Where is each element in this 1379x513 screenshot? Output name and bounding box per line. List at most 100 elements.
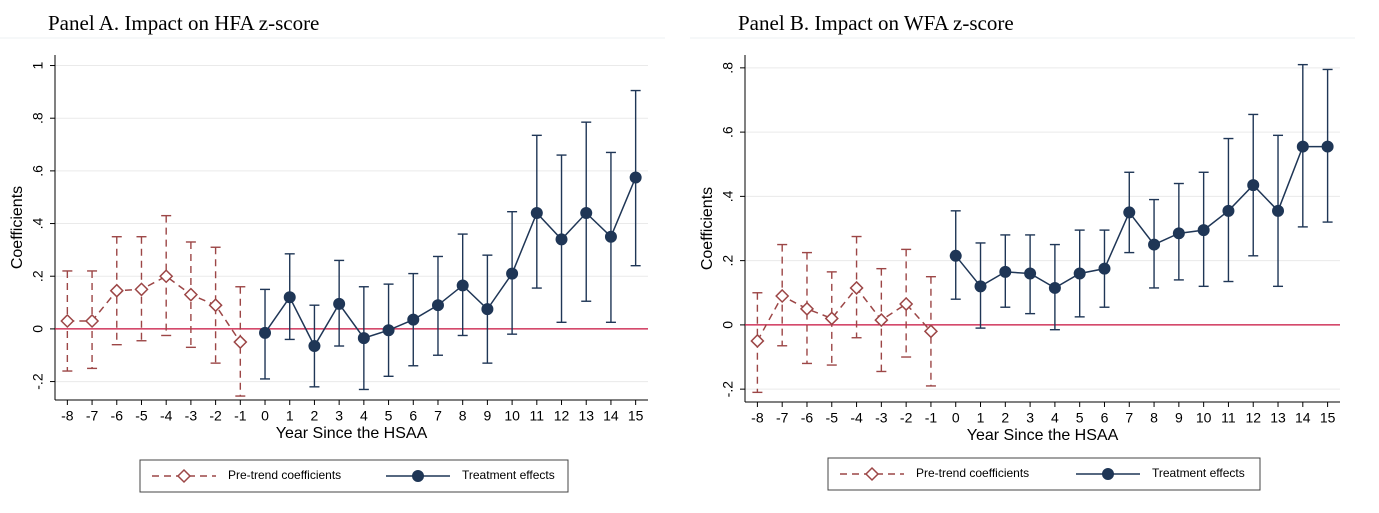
x-tick-label: 4 — [1051, 410, 1059, 426]
x-axis-label: Year Since the HSAA — [276, 425, 428, 442]
legend-label: Pre-trend coefficients — [228, 468, 341, 482]
x-tick-label: 14 — [1295, 410, 1311, 426]
x-tick-label: -3 — [185, 408, 198, 424]
point — [923, 324, 938, 339]
point — [1048, 281, 1061, 294]
y-tick-label: .4 — [30, 218, 46, 230]
x-tick-label: -1 — [234, 408, 247, 424]
point — [407, 313, 420, 326]
point — [629, 171, 642, 184]
point — [159, 269, 174, 284]
point — [1197, 224, 1210, 237]
legend-label: Treatment effects — [462, 468, 555, 482]
chart-title: Panel B. Impact on WFA z-score — [738, 11, 1014, 35]
point — [849, 280, 864, 296]
point — [580, 207, 593, 220]
legend-marker — [864, 466, 880, 482]
point — [1073, 267, 1086, 280]
point — [208, 298, 223, 313]
x-axis-label: Year Since the HSAA — [967, 427, 1119, 444]
legend-marker — [1102, 468, 1114, 480]
point — [824, 311, 839, 326]
point — [1247, 179, 1260, 192]
point — [1098, 262, 1111, 275]
y-tick-label: .8 — [30, 112, 46, 124]
point — [530, 207, 543, 220]
point — [1272, 204, 1285, 217]
point — [60, 313, 75, 329]
point — [333, 297, 346, 310]
x-tick-label: 15 — [628, 408, 644, 424]
x-tick-label: 5 — [1076, 410, 1084, 426]
x-tick-label: 10 — [1196, 410, 1212, 426]
x-tick-label: 2 — [311, 408, 319, 424]
y-tick-label: .8 — [720, 62, 736, 74]
x-tick-label: 8 — [1150, 410, 1158, 426]
y-axis-label: Coefficients — [9, 186, 26, 269]
point — [506, 267, 519, 280]
y-tick-label: .6 — [30, 165, 46, 177]
point — [85, 313, 100, 329]
point — [974, 280, 987, 293]
y-tick-label: 0 — [720, 321, 736, 329]
point — [134, 282, 149, 297]
x-tick-label: 6 — [1101, 410, 1109, 426]
x-tick-label: -5 — [135, 408, 148, 424]
x-tick-label: 3 — [335, 408, 343, 424]
x-tick-label: 9 — [483, 408, 491, 424]
point — [109, 283, 124, 298]
x-tick-label: -4 — [160, 408, 173, 424]
x-tick-label: -7 — [86, 408, 99, 424]
x-tick-label: 8 — [459, 408, 467, 424]
x-tick-label: -5 — [826, 410, 839, 426]
point — [1148, 238, 1161, 251]
y-tick-label: .4 — [720, 190, 736, 202]
x-tick-label: 7 — [434, 408, 442, 424]
x-tick-label: 5 — [385, 408, 393, 424]
legend-marker — [412, 470, 424, 482]
point — [308, 340, 321, 353]
x-tick-label: 11 — [1221, 410, 1236, 426]
legend-marker — [176, 468, 192, 484]
point — [283, 291, 296, 304]
point — [775, 288, 790, 304]
x-tick-label: 4 — [360, 408, 368, 424]
point — [233, 335, 248, 350]
x-tick-label: 13 — [1270, 410, 1286, 426]
x-tick-label: 12 — [1245, 410, 1261, 426]
point — [1321, 140, 1334, 153]
point — [604, 230, 617, 243]
y-axis-label: Coefficients — [699, 187, 716, 270]
point — [259, 326, 272, 339]
x-tick-label: -8 — [61, 408, 74, 424]
point — [431, 299, 444, 312]
x-tick-label: 1 — [286, 408, 294, 424]
point — [357, 332, 370, 345]
x-tick-label: -4 — [850, 410, 863, 426]
x-tick-label: 15 — [1320, 410, 1336, 426]
x-tick-label: 7 — [1125, 410, 1133, 426]
point — [1222, 204, 1235, 217]
y-tick-label: 1 — [30, 61, 46, 69]
legend-label: Pre-trend coefficients — [916, 466, 1029, 480]
x-tick-label: -7 — [776, 410, 789, 426]
point — [481, 303, 494, 316]
x-tick-label: 13 — [578, 408, 594, 424]
point — [1172, 227, 1185, 240]
point — [1024, 267, 1037, 280]
x-tick-label: 3 — [1026, 410, 1034, 426]
point — [1296, 140, 1309, 153]
x-tick-label: -6 — [801, 410, 814, 426]
x-tick-label: -2 — [900, 410, 913, 426]
x-tick-label: 2 — [1001, 410, 1009, 426]
point — [456, 279, 469, 292]
point — [874, 313, 889, 328]
point — [750, 333, 765, 349]
point — [899, 296, 914, 312]
y-tick-label: .2 — [720, 255, 736, 267]
x-tick-label: 10 — [504, 408, 520, 424]
y-tick-label: 0 — [30, 325, 46, 333]
x-tick-label: -3 — [875, 410, 888, 426]
series-line — [955, 145, 1328, 289]
